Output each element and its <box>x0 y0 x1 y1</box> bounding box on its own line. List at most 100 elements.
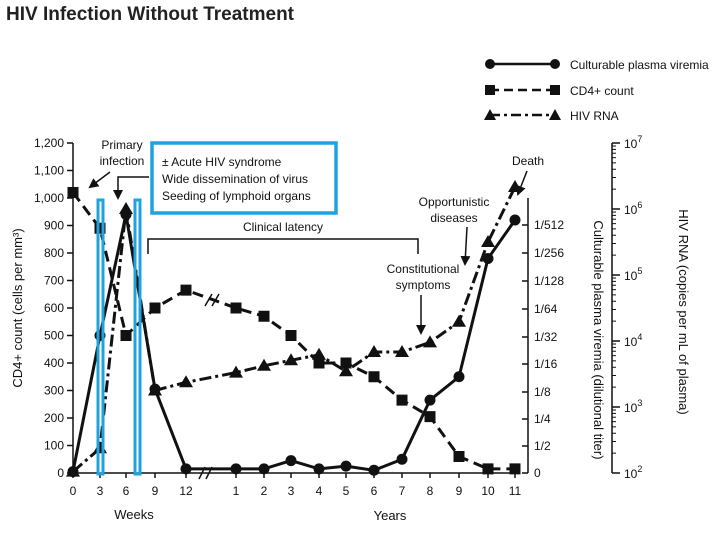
legend-marker-viremia-end <box>550 59 560 69</box>
data-point-triangle <box>229 365 243 378</box>
x-tick-label: 10 <box>481 484 495 498</box>
data-point-circle <box>285 455 297 467</box>
box-line-2: Wide dissemination of virus <box>162 172 308 186</box>
data-point-square <box>424 411 436 423</box>
data-point-triangle <box>339 364 353 377</box>
legend-marker-rna-end <box>549 109 561 120</box>
primary-infection-arrow-down <box>113 176 149 200</box>
left-tick-label: 500 <box>44 329 64 343</box>
data-point-triangle <box>312 347 326 360</box>
box-line-3: Seeding of lymphoid organs <box>162 189 311 203</box>
data-point-circle <box>424 394 436 406</box>
data-point-square <box>340 357 352 369</box>
primary-infection-line-2: infection <box>100 154 145 168</box>
data-point-square <box>368 371 380 383</box>
page-title: HIV Infection Without Treatment <box>6 4 294 25</box>
data-point-triangle <box>395 345 409 357</box>
x-tick-label: 9 <box>152 484 159 498</box>
legend-marker-cd4 <box>485 85 495 95</box>
legend-marker-viremia <box>485 59 495 69</box>
data-point-square <box>180 284 192 296</box>
clinical-latency-label: Clinical latency <box>243 220 323 234</box>
legend-marker-rna <box>484 109 496 120</box>
acute-phase-box <box>150 141 338 215</box>
left-tick-label: 600 <box>44 301 64 315</box>
data-point-square <box>94 222 106 234</box>
data-point-square <box>396 394 408 406</box>
x-tick-label: 3 <box>97 484 104 498</box>
left-axis-title: CD4+ count (cells per mm³) <box>10 228 25 387</box>
right-tick-label: 103 <box>624 398 642 415</box>
death-label: Death <box>512 154 544 168</box>
data-point-triangle <box>179 375 193 388</box>
mid-tick-label: 1/4 <box>534 412 551 426</box>
highlight-bar-2 <box>133 198 142 476</box>
data-point-triangle <box>257 358 271 371</box>
right-tick-label: 102 <box>624 464 642 481</box>
mid-tick-label: 1/2 <box>534 439 551 453</box>
legend-label-cd4: CD4+ count <box>570 84 634 98</box>
series-break-mark <box>211 293 220 307</box>
mid-tick-label: 1/8 <box>534 385 551 399</box>
opportunistic-diseases-arrow <box>460 226 471 266</box>
mid-axis-title: Culturable plasma viremia (dilutional ti… <box>591 220 606 459</box>
mid-tick-label: 1/128 <box>534 274 564 288</box>
left-tick-label: 700 <box>44 274 64 288</box>
x-tick-label: 11 <box>509 484 522 498</box>
data-point-circle <box>180 463 192 475</box>
x-tick-label: 1 <box>233 484 240 498</box>
mid-tick-label: 1/64 <box>534 302 558 316</box>
data-point-circle <box>482 253 494 264</box>
data-point-square <box>313 357 325 369</box>
x-tick-label: 2 <box>261 484 268 498</box>
left-tick-label: 800 <box>44 246 64 260</box>
box-line-1: ± Acute HIV syndrome <box>162 155 282 169</box>
data-point-circle <box>230 463 242 475</box>
left-tick-label: 300 <box>44 384 64 398</box>
x-tick-label: 5 <box>343 484 350 498</box>
x-tick-label: 0 <box>70 484 77 498</box>
mid-tick-label: 0 <box>534 466 541 480</box>
data-point-circle <box>368 464 380 476</box>
right-axis-ticks: 102 103 104 105 106 107 <box>612 134 642 481</box>
left-tick-label: 1,100 <box>34 164 64 178</box>
right-tick-label: 106 <box>624 200 642 217</box>
left-axis-ticks: 0 100 200 300 400 500 600 700 800 900 1,000 1,100 1,… <box>34 136 73 480</box>
data-point-circle <box>313 463 325 475</box>
data-point-triangle <box>93 441 107 454</box>
x-years-label: Years <box>374 508 407 523</box>
series-break-mark <box>204 293 213 307</box>
x-axis-ticks: 0 3 6 9 12 1 2 3 4 5 6 7 8 9 10 11 <box>70 473 522 498</box>
x-tick-label: 12 <box>179 484 193 498</box>
primary-infection-arrow-left <box>88 171 111 189</box>
data-point-triangle <box>452 314 466 327</box>
data-point-circle <box>453 371 465 383</box>
data-point-square <box>509 463 521 475</box>
data-point-circle <box>509 214 521 226</box>
x-tick-label: 9 <box>456 484 463 498</box>
data-point-square <box>230 302 242 314</box>
x-tick-label: 6 <box>123 484 130 498</box>
mid-tick-label: 1/256 <box>534 246 564 260</box>
data-point-triangle <box>148 383 162 396</box>
constitutional-symptoms-line-1: Constitutional <box>387 262 460 276</box>
data-point-circle <box>396 453 408 465</box>
death-arrow <box>516 170 528 196</box>
constitutional-symptoms-line-2: symptoms <box>396 278 451 292</box>
legend-marker-cd4-end <box>550 85 560 95</box>
data-point-square <box>453 451 465 462</box>
legend: Culturable plasma viremia CD4+ count HIV… <box>484 58 709 123</box>
x-tick-label: 3 <box>288 484 295 498</box>
data-point-triangle <box>423 335 437 348</box>
right-tick-label: 105 <box>624 266 642 283</box>
x-weeks-label: Weeks <box>114 507 154 522</box>
left-tick-label: 200 <box>44 411 64 425</box>
left-tick-label: 0 <box>57 466 64 480</box>
data-point-square <box>149 302 161 314</box>
data-point-triangle <box>481 235 495 247</box>
highlight-bar-1 <box>96 198 105 476</box>
data-point-circle <box>340 460 352 472</box>
opportunistic-diseases-line-1: Opportunistic <box>419 195 490 209</box>
left-tick-label: 100 <box>44 439 64 453</box>
